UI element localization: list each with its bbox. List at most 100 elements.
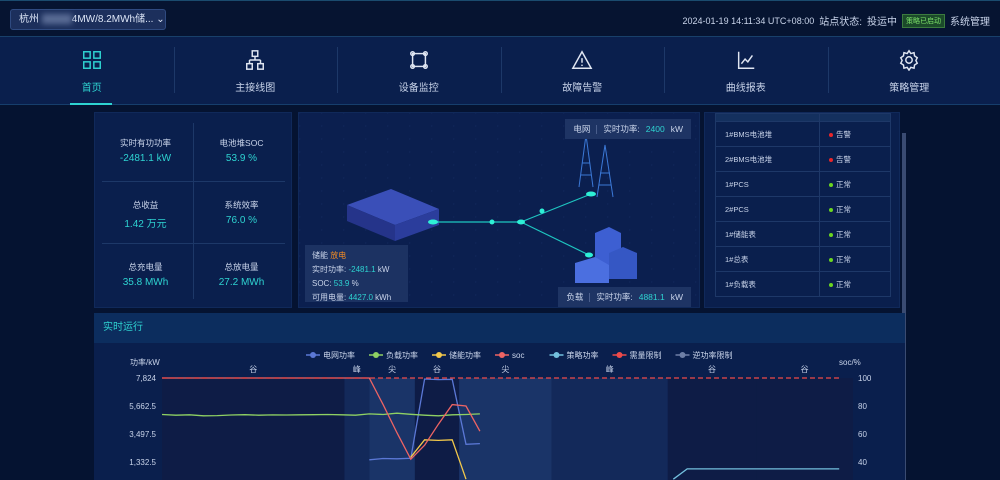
period-band [459, 378, 552, 480]
table-row: 1#PCS 正常 [715, 171, 891, 197]
y-tick-right: 40 [858, 458, 867, 467]
status-dot-icon [829, 257, 833, 262]
grid-tower-icon [578, 134, 614, 198]
table-row: 1#BMS电池堆 告警 [715, 121, 891, 147]
kpi-label: 总收益 [132, 200, 159, 210]
site-selector[interactable]: 杭州 4MW/8.2MWh储... ⌄ [10, 9, 166, 30]
nav-tab-5[interactable]: 策略管理 [827, 37, 992, 105]
period-label: 尖 [388, 364, 396, 374]
status-label: 站点状态: [819, 17, 862, 28]
kpi-panel: 实时有功功率 -2481.1 kW 电池堆SOC 53.9 % 总收益 1.42 万元 系统… [94, 112, 292, 308]
grid-label: 电网 [573, 124, 591, 134]
legend-label: 储能功率 [449, 350, 481, 360]
site-name: 4MW/8.2MWh储... [71, 14, 154, 25]
legend-marker-icon [499, 352, 505, 358]
page-scrollbar[interactable] [902, 133, 906, 480]
storage-label: 储能 [312, 251, 328, 260]
kpi-card: 系统效率 76.0 % [193, 175, 290, 239]
nav-tab-4[interactable]: 曲线报表 [664, 37, 828, 105]
realtime-chart-panel: 实时运行 谷 峰 尖 谷 尖 峰 谷 谷 功率/kW soc/% 7,824 5,662.5 3,497… [94, 313, 905, 480]
status-dot-icon [829, 232, 833, 237]
load-power-value: 4881.1 [638, 292, 665, 302]
load-power-label: 实时功率: [596, 292, 633, 302]
nav-tab-3[interactable]: 故障告警 [500, 37, 665, 105]
period-label: 谷 [433, 365, 441, 374]
kpi-label: 实时有功功率 [119, 138, 171, 148]
legend-label: 策略功率 [567, 350, 599, 360]
device-name: 1#BMS电池堆 [715, 121, 820, 147]
grid-power-unit: kW [670, 124, 683, 134]
legend-marker-icon [436, 352, 442, 358]
legend-item[interactable]: 电网功率 [306, 350, 355, 360]
device-name: 1#总表 [715, 246, 820, 272]
legend-marker-icon [679, 352, 686, 358]
kpi-value: -2481.1 kW [119, 153, 172, 164]
kpi-value: 1.42 万元 [124, 219, 167, 230]
legend-item[interactable]: 需量限制 [612, 350, 662, 360]
legend-item[interactable]: 储能功率 [432, 350, 481, 360]
kpi-card: 总充电量 35.8 MWh [97, 237, 194, 301]
period-label: 峰 [606, 364, 614, 374]
kpi-value: 35.8 MWh [122, 277, 169, 288]
kpi-value: 76.0 % [225, 215, 258, 226]
nav-tab-label: 策略管理 [889, 82, 930, 94]
table-row: 2#BMS电池堆 告警 [715, 146, 891, 172]
nav-tab-0[interactable]: 首页 [10, 37, 174, 105]
kpi-label: 系统效率 [224, 200, 259, 210]
storage-avail-value: 4427.0 [348, 293, 373, 302]
legend-item[interactable]: 负载功率 [369, 350, 418, 360]
y-axis-left-label: 功率/kW [130, 357, 160, 367]
legend-marker-icon [553, 352, 560, 358]
table-row: 1#储能表 正常 [715, 221, 891, 247]
nav-tab-label: 曲线报表 [725, 82, 766, 94]
hierarchy-icon [246, 49, 265, 70]
table-row: 1#总表 正常 [715, 246, 891, 272]
redacted-text [41, 14, 72, 25]
legend-label: 逆功率限制 [693, 350, 733, 360]
grid-power-value: 2400 [645, 124, 665, 134]
period-label: 峰 [353, 364, 361, 374]
series-line-2 [410, 439, 467, 480]
load-label: 负载 [566, 292, 584, 302]
chevron-down-icon: ⌄ [156, 14, 165, 25]
kpi-card: 电池堆SOC 53.9 % [193, 113, 290, 177]
storage-power-value: -2481.1 [348, 265, 376, 274]
nav-tab-2[interactable]: 设备监控 [337, 37, 501, 105]
warning-icon [571, 49, 593, 69]
y-tick-left: 3,497.5 [129, 430, 156, 439]
chart-title: 实时运行 [94, 313, 905, 343]
datetime: 2024-01-19 14:11:34 UTC+08:00 [682, 15, 815, 26]
period-label: 谷 [801, 365, 809, 374]
legend-item[interactable]: soc [495, 351, 524, 360]
gear-icon [900, 49, 919, 71]
device-status: 正常 [819, 171, 891, 197]
nav-tab-1[interactable]: 主接线图 [173, 37, 338, 105]
y-tick-right: 60 [858, 430, 867, 439]
nav-tab-label: 设备监控 [398, 82, 439, 94]
series-line-4 [672, 468, 840, 480]
status-value: 投运中 [867, 17, 897, 28]
y-tick-left: 7,824 [136, 374, 157, 383]
y-tick-right: 100 [858, 374, 872, 383]
device-name: 2#BMS电池堆 [715, 146, 820, 172]
device-status: 告警 [819, 121, 891, 147]
device-name: 1#负载表 [715, 271, 820, 297]
status-text: 告警 [836, 154, 851, 164]
status-text: 正常 [836, 204, 851, 214]
load-power-tag: 负载 实时功率: 4881.1 kW [558, 287, 691, 307]
status-dot-icon [829, 282, 833, 287]
legend-item[interactable]: 策略功率 [549, 350, 599, 360]
kpi-card: 总放电量 27.2 MWh [193, 237, 290, 301]
storage-avail-label: 可用电量: [312, 293, 347, 302]
legend-marker-icon [373, 352, 379, 358]
nav-tab-label: 主接线图 [235, 82, 276, 94]
storage-soc-unit: % [351, 279, 359, 288]
kpi-card: 实时有功功率 -2481.1 kW [97, 113, 194, 177]
legend-item[interactable]: 逆功率限制 [675, 350, 733, 360]
storage-state: 放电 [330, 251, 347, 260]
period-band [344, 378, 370, 480]
status-text: 正常 [836, 179, 851, 189]
period-band [551, 378, 668, 480]
device-status: 正常 [819, 246, 891, 272]
system-admin-link[interactable]: 系统管理 [950, 17, 990, 28]
